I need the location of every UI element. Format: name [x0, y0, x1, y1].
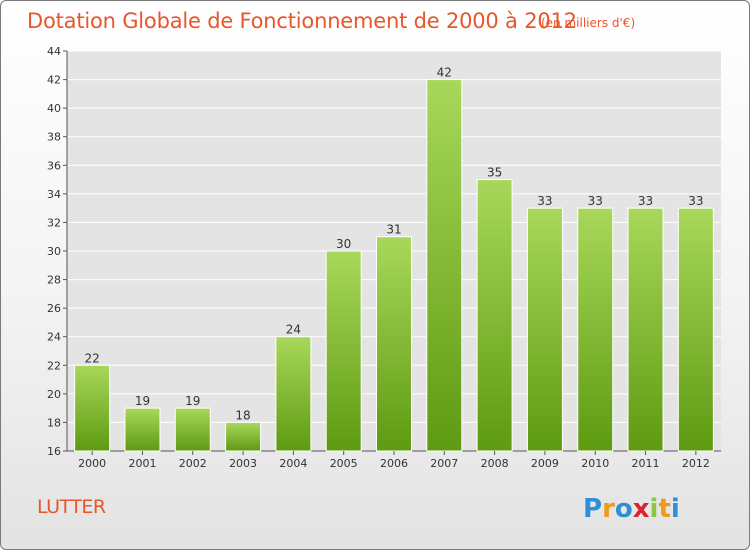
- chart-title: Dotation Globale de Fonctionnement de 20…: [27, 9, 577, 33]
- data-label: 33: [537, 194, 552, 208]
- data-label: 33: [638, 194, 653, 208]
- data-label: 18: [235, 408, 250, 422]
- svg-text:Proxiti: Proxiti: [583, 494, 680, 524]
- y-tick-label: 32: [47, 216, 61, 229]
- y-tick-label: 36: [47, 159, 61, 172]
- data-label: 24: [286, 323, 301, 337]
- data-label: 19: [135, 394, 150, 408]
- y-tick-label: 18: [47, 416, 61, 429]
- bar-2004: [275, 336, 312, 452]
- x-tick-label: 2006: [380, 457, 408, 470]
- x-tick-label: 2010: [581, 457, 609, 470]
- y-tick-label: 28: [47, 274, 61, 287]
- y-tick-label: 34: [47, 188, 61, 201]
- y-tick-label: 40: [47, 102, 61, 115]
- x-tick-label: 2012: [682, 457, 710, 470]
- y-tick-label: 30: [47, 245, 61, 258]
- bar-2012: [677, 207, 714, 452]
- x-tick-label: 2011: [632, 457, 660, 470]
- y-tick-label: 44: [47, 45, 61, 58]
- data-label: 33: [688, 194, 703, 208]
- data-label: 35: [487, 166, 502, 180]
- bar-2011: [627, 207, 664, 452]
- bar-2007: [426, 79, 463, 452]
- bar-2003: [225, 421, 262, 452]
- x-tick-label: 2002: [179, 457, 207, 470]
- x-tick-label: 2000: [78, 457, 106, 470]
- bar-2008: [476, 179, 513, 452]
- data-label: 31: [386, 223, 401, 237]
- data-label: 19: [185, 394, 200, 408]
- y-tick-label: 20: [47, 388, 61, 401]
- proxiti-logo: Proxiti: [583, 494, 680, 524]
- bar-2001: [124, 407, 161, 452]
- y-tick-label: 24: [47, 331, 61, 344]
- x-tick-label: 2009: [531, 457, 559, 470]
- commune-name: LUTTER: [37, 496, 106, 518]
- x-tick-label: 2007: [430, 457, 458, 470]
- data-label: 42: [437, 66, 452, 80]
- x-tick-label: 2008: [481, 457, 509, 470]
- data-label: 33: [588, 194, 603, 208]
- bar-2000: [74, 364, 111, 452]
- bar-2006: [376, 236, 412, 452]
- bar-2010: [577, 207, 614, 452]
- y-tick-label: 38: [47, 131, 61, 144]
- y-tick-label: 16: [47, 445, 61, 458]
- y-tick-label: 22: [47, 359, 61, 372]
- x-tick-label: 2004: [279, 457, 307, 470]
- y-tick-label: 42: [47, 74, 61, 87]
- bar-2002: [174, 407, 211, 452]
- data-label: 22: [85, 351, 100, 365]
- y-tick-label: 26: [47, 302, 61, 315]
- x-tick-label: 2003: [229, 457, 257, 470]
- unit-note: (en milliers d'€): [541, 16, 636, 30]
- x-tick-label: 2001: [128, 457, 156, 470]
- data-label: 30: [336, 237, 351, 251]
- bar-2009: [526, 207, 563, 452]
- x-tick-label: 2005: [330, 457, 358, 470]
- bar-2005: [325, 250, 362, 452]
